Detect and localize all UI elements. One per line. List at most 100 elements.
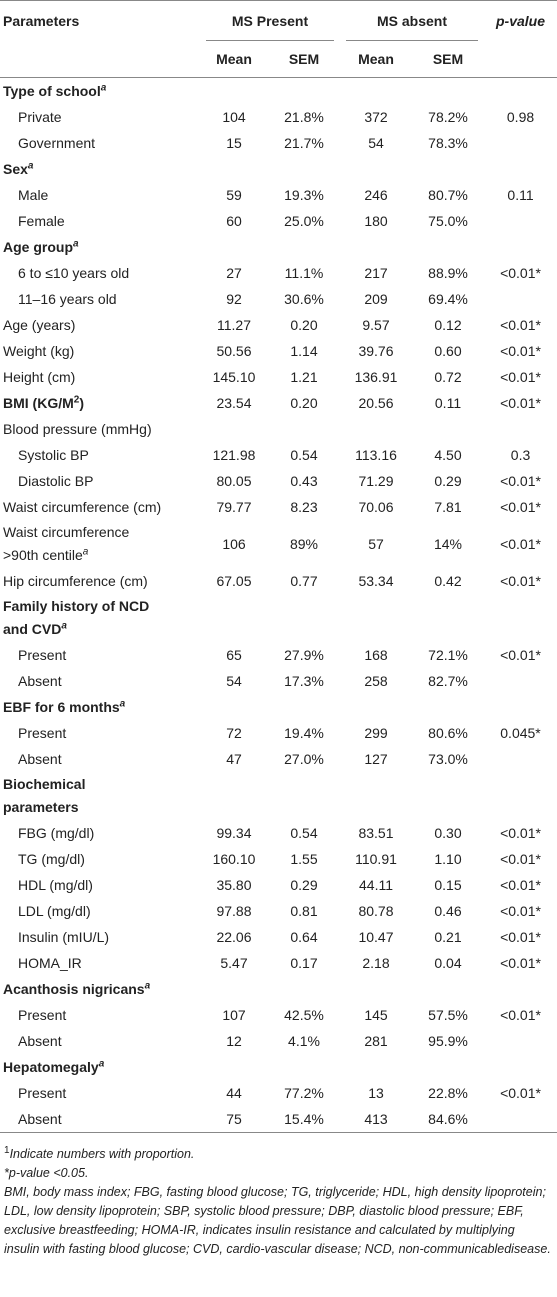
cell: 95.9% <box>428 1032 468 1049</box>
label-text: LDL (mg/dl) <box>18 902 91 919</box>
table-row: Government 15 21.7% 54 78.3% <box>0 130 557 156</box>
cell <box>412 156 484 182</box>
row-label: Present <box>0 1002 200 1028</box>
cell <box>484 668 557 694</box>
cell: 78.3% <box>428 134 468 151</box>
footnote: 1Indicate numbers with proportion. <box>4 1145 553 1164</box>
row-label: 11–16 years old <box>0 286 200 312</box>
table: Parameters MS Present MS absent p-value … <box>0 0 557 1133</box>
label-line: Biochemical <box>3 776 86 792</box>
table-row: TG (mg/dl) 160.10 1.55 110.91 1.10 <0.01* <box>0 846 557 872</box>
cell <box>200 78 268 105</box>
label-line: Family history of NCD <box>3 598 150 614</box>
superscript: a <box>61 620 67 632</box>
cell: 127 <box>364 750 388 767</box>
cell <box>268 772 340 820</box>
row-label: Insulin (mIU/L) <box>0 924 200 950</box>
row-label: Female <box>0 208 200 234</box>
table-row: 11–16 years old 92 30.6% 209 69.4% <box>0 286 557 312</box>
cell: <0.01* <box>500 954 541 971</box>
cell: 0.42 <box>434 572 462 589</box>
row-label: Absent <box>0 1106 200 1133</box>
cell <box>484 156 557 182</box>
row-label: Present <box>0 720 200 746</box>
label-text: Present <box>18 1084 67 1101</box>
cell: <0.01* <box>500 264 541 281</box>
label-text: 11–16 years old <box>18 290 117 307</box>
table-row: Absent 12 4.1% 281 95.9% <box>0 1028 557 1054</box>
table-row: Male 59 19.3% 246 80.7% 0.11 <box>0 182 557 208</box>
cell <box>268 694 340 720</box>
cell: 0.15 <box>434 876 462 893</box>
header-cell: p-value <box>484 0 557 41</box>
table-row: Present 65 27.9% 168 72.1% <0.01* <box>0 642 557 668</box>
cell: 0.30 <box>434 824 462 841</box>
footnote: BMI, body mass index; FBG, fasting blood… <box>4 1185 551 1256</box>
cell: 5.47 <box>220 954 248 971</box>
cell: <0.01* <box>500 928 541 945</box>
header-row: Mean SEM Mean SEM <box>0 41 557 78</box>
label-text: Weight (kg) <box>3 342 75 359</box>
row-label: Male <box>0 182 200 208</box>
table-row: Systolic BP 121.98 0.54 113.16 4.50 0.3 <box>0 442 557 468</box>
cell: 82.7% <box>428 672 468 689</box>
row-label: Government <box>0 130 200 156</box>
table-row: Waist circumference >90th centilea 106 89% 5… <box>0 520 557 568</box>
table-row: Present 107 42.5% 145 57.5% <0.01* <box>0 1002 557 1028</box>
cell <box>412 1054 484 1080</box>
cell: 14% <box>433 535 463 552</box>
cell: 70.06 <box>358 498 394 515</box>
label-line: Waist circumference <box>3 524 130 540</box>
table-row: Present 72 19.4% 299 80.6% 0.045* <box>0 720 557 746</box>
header-cell: SEM <box>412 41 485 78</box>
cell <box>484 416 557 442</box>
cell: <0.01* <box>500 316 541 333</box>
table-row: EBF for 6 monthsa <box>0 694 557 720</box>
cell: <0.01* <box>500 368 541 385</box>
cell: 72.1% <box>428 646 468 663</box>
cell <box>200 594 268 642</box>
cell <box>340 234 412 260</box>
table-row: Type of schoola <box>0 78 557 105</box>
label-text: HOMA_IR <box>18 954 82 971</box>
cell: 1.21 <box>290 368 318 385</box>
cell: 0.29 <box>434 472 462 489</box>
cell: 15.4% <box>268 1106 340 1133</box>
cell: 27.9% <box>284 646 324 663</box>
superscript: a <box>98 1057 105 1069</box>
cell: 57 <box>368 535 384 552</box>
label-line: parameters <box>3 799 79 815</box>
cell: <0.01* <box>500 394 541 411</box>
cell <box>200 772 268 820</box>
cell: 78.2% <box>428 108 468 125</box>
cell: 60 <box>226 212 242 229</box>
table-row: Acanthosis nigricansa <box>0 976 557 1002</box>
cell: 84.6% <box>412 1106 485 1133</box>
cell: 19.4% <box>284 724 324 741</box>
table-row: BMI (KG/M2) 23.54 0.20 20.56 0.11 <0.01* <box>0 390 557 416</box>
superscript: a <box>82 546 89 558</box>
table-row: Family history of NCD and CVDa <box>0 594 557 642</box>
cell <box>412 694 484 720</box>
row-label: HDL (mg/dl) <box>0 872 200 898</box>
cell: <0.01* <box>500 824 541 841</box>
row-label: Diastolic BP <box>0 468 200 494</box>
cell <box>268 156 340 182</box>
cell: 75 <box>200 1106 268 1133</box>
cell <box>484 208 557 234</box>
label-text: 6 to ≤10 years old <box>18 264 130 281</box>
label-text: Absent <box>18 750 62 767</box>
cell: <0.01* <box>500 1006 541 1023</box>
row-label: EBF for 6 monthsa <box>0 694 200 720</box>
cell <box>340 78 412 105</box>
table-row: Diastolic BP 80.05 0.43 71.29 0.29 <0.01* <box>0 468 557 494</box>
cell: 50.56 <box>216 342 252 359</box>
label-text: Male <box>18 186 49 203</box>
label-text: Present <box>18 646 67 663</box>
cell <box>200 976 268 1002</box>
cell <box>340 416 412 442</box>
label-text: Hepatomegaly <box>3 1058 99 1075</box>
cell <box>268 416 340 442</box>
cell <box>340 594 412 642</box>
